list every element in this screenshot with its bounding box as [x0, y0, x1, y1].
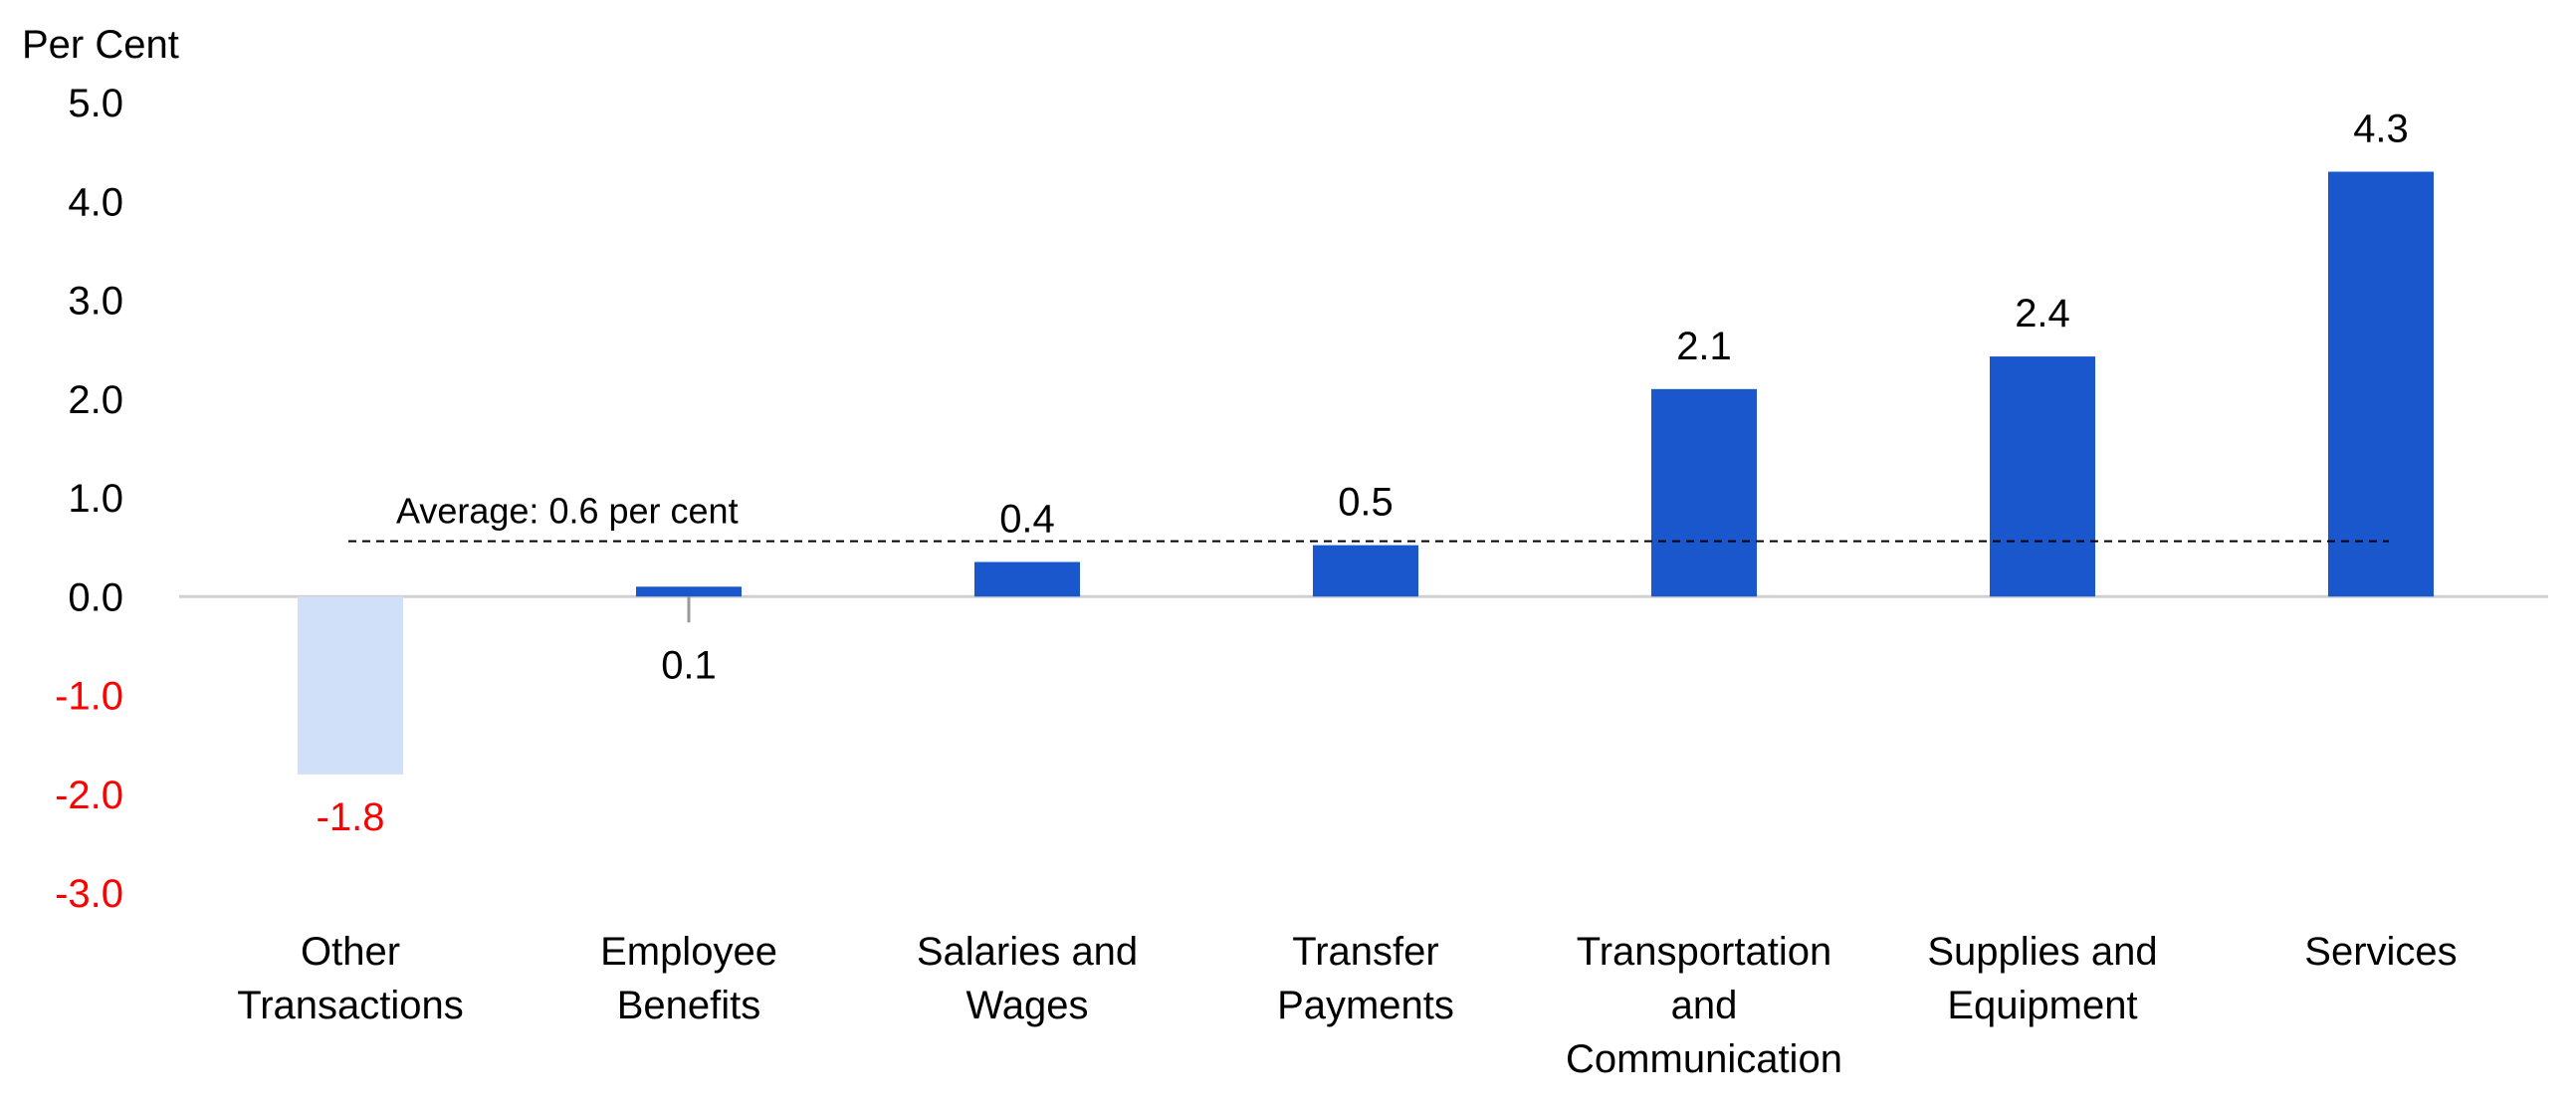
y-tick-label: -2.0	[55, 774, 123, 817]
bar	[2328, 171, 2434, 597]
average-label: Average: 0.6 per cent	[396, 491, 739, 532]
category-label: Salaries and Wages	[917, 930, 1138, 1027]
category-label-line: and	[1671, 984, 1738, 1027]
category-label-line: Equipment	[1947, 984, 2137, 1027]
category-label-line: Other	[301, 930, 400, 974]
category-label: Other Transactions	[237, 930, 464, 1027]
bars	[298, 171, 2434, 775]
category-label-line: Wages	[966, 984, 1088, 1027]
category-labels: Other Transactions Employee Benefits Salarie…	[237, 930, 2457, 1081]
category-label-line: Services	[2304, 930, 2457, 974]
data-label: 2.1	[1676, 325, 1732, 368]
bar	[1313, 545, 1418, 597]
y-tick-label: 1.0	[68, 477, 123, 521]
y-axis-unit-label: Per Cent	[22, 23, 179, 67]
y-tick-label: 0.0	[68, 575, 123, 619]
bar	[298, 596, 403, 775]
y-tick-label: 4.0	[68, 180, 123, 224]
category-label-line: Benefits	[617, 984, 761, 1027]
y-axis-ticks: 5.0 4.0 3.0 2.0 1.0 0.0 -1.0 -2.0 -3.0	[55, 82, 123, 916]
data-labels: -1.8 0.1 0.4 0.5 2.1 2.4 4.3	[317, 107, 2409, 838]
bar	[1651, 388, 1757, 597]
category-label: Services	[2304, 930, 2457, 974]
y-tick-label: -3.0	[55, 872, 123, 916]
y-tick-label: -1.0	[55, 675, 123, 719]
y-tick-label: 5.0	[68, 82, 123, 125]
category-label-line: Transfer	[1292, 930, 1438, 974]
category-label: Supplies and Equipment	[1927, 930, 2157, 1027]
data-label: -1.8	[317, 795, 385, 839]
data-label: 0.4	[999, 498, 1055, 542]
category-label-line: Communication	[1566, 1037, 1842, 1081]
data-label: 2.4	[2015, 292, 2070, 335]
category-label: Transportation and Communication	[1566, 930, 1842, 1081]
category-label: Employee Benefits	[600, 930, 777, 1027]
category-label-line: Transactions	[237, 984, 464, 1027]
y-tick-label: 3.0	[68, 280, 123, 324]
category-label-line: Transportation	[1577, 930, 1831, 974]
category-label: Transfer Payments	[1277, 930, 1454, 1027]
bar	[636, 586, 742, 597]
category-label-line: Salaries and	[917, 930, 1138, 974]
bar	[1990, 356, 2095, 597]
category-label-line: Payments	[1277, 984, 1454, 1027]
data-label: 0.1	[661, 643, 717, 687]
data-label: 4.3	[2353, 107, 2409, 150]
data-label: 0.5	[1338, 481, 1394, 525]
category-label-line: Supplies and	[1927, 930, 2157, 974]
bar	[974, 561, 1080, 597]
category-label-line: Employee	[600, 930, 777, 974]
y-tick-label: 2.0	[68, 378, 123, 422]
